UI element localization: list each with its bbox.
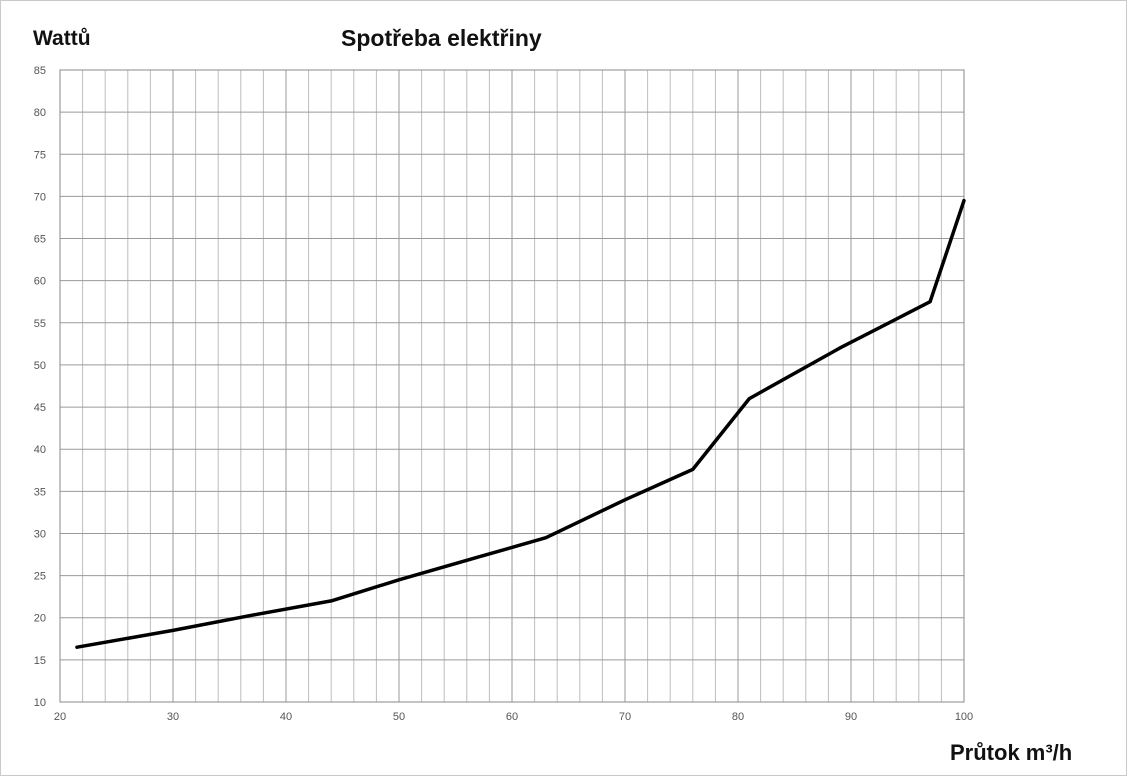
minor-gridlines xyxy=(82,70,942,702)
y-tick-label: 40 xyxy=(34,444,46,456)
series-line xyxy=(75,198,966,649)
x-tick-label: 30 xyxy=(167,711,179,723)
y-tick-label: 35 xyxy=(34,486,46,498)
y-tick-label: 10 xyxy=(34,697,46,709)
y-tick-label: 65 xyxy=(34,234,46,246)
y-tick-label: 55 xyxy=(34,318,46,330)
x-tick-label: 70 xyxy=(619,711,631,723)
x-axis-label: Průtok m³/h xyxy=(950,740,1073,765)
y-tick-label: 70 xyxy=(34,191,46,203)
y-tick-label: 20 xyxy=(34,613,46,625)
y-tick-label: 75 xyxy=(34,149,46,161)
x-tick-label: 50 xyxy=(393,711,405,723)
x-tick-label: 40 xyxy=(280,711,292,723)
x-tick-label: 60 xyxy=(506,711,518,723)
y-tick-label: 45 xyxy=(34,402,46,414)
y-tick-label: 15 xyxy=(34,655,46,667)
y-tick-labels: 10 15 20 25 30 35 40 45 50 55 60 65 70 75 80 85 xyxy=(34,65,46,709)
x-tick-label: 100 xyxy=(955,711,973,723)
plot-border xyxy=(59,69,965,703)
x-tick-label: 90 xyxy=(845,711,857,723)
x-tick-label: 20 xyxy=(54,711,66,723)
y-tick-label: 80 xyxy=(34,107,46,119)
x-tick-label: 80 xyxy=(732,711,744,723)
chart-title: Spotřeba elektřiny xyxy=(341,25,542,51)
y-tick-label: 30 xyxy=(34,528,46,540)
axes xyxy=(59,69,965,703)
y-tick-label: 85 xyxy=(34,65,46,77)
y-tick-label: 50 xyxy=(34,360,46,372)
y-tick-label: 25 xyxy=(34,571,46,583)
y-axis-label: Wattů xyxy=(33,27,91,50)
y-tick-label: 60 xyxy=(34,276,46,288)
x-tick-labels: 20 30 40 50 60 70 80 90 100 xyxy=(54,711,973,723)
series-layer xyxy=(75,198,966,649)
